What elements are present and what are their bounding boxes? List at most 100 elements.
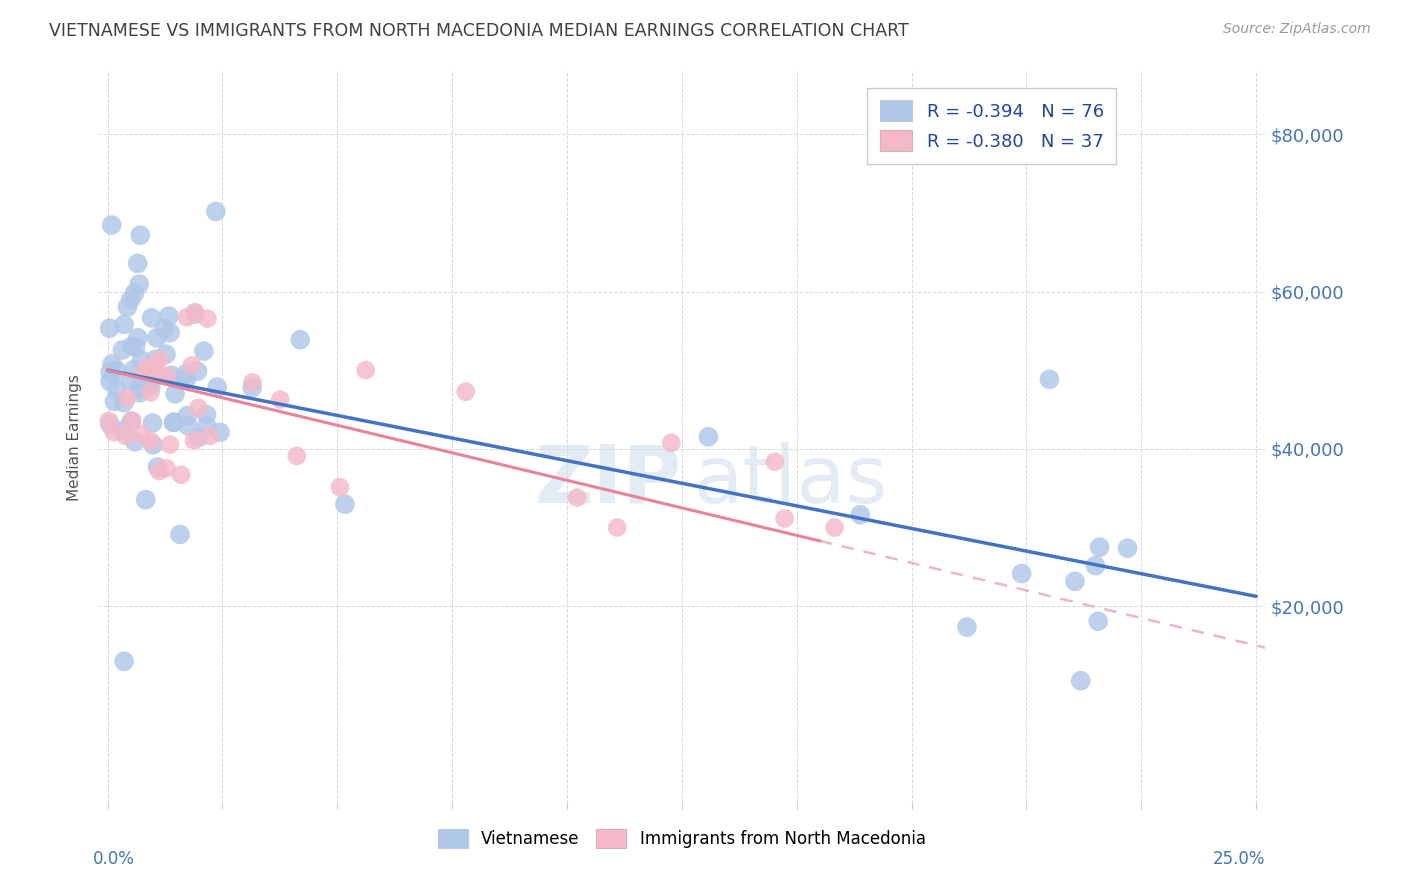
Point bbox=[128, 277, 150, 292]
Point bbox=[141, 310, 163, 325]
Point bbox=[165, 387, 187, 401]
Point bbox=[146, 367, 169, 381]
Point bbox=[242, 376, 264, 390]
Point bbox=[139, 434, 162, 448]
Point bbox=[1088, 540, 1111, 554]
Point bbox=[176, 310, 198, 325]
Point bbox=[824, 520, 846, 534]
Point bbox=[157, 309, 180, 323]
Point bbox=[773, 511, 796, 525]
Point bbox=[285, 449, 308, 463]
Point bbox=[240, 381, 263, 395]
Point bbox=[1011, 566, 1033, 581]
Point bbox=[142, 416, 165, 430]
Y-axis label: Median Earnings: Median Earnings bbox=[67, 374, 83, 500]
Point bbox=[184, 305, 207, 319]
Point bbox=[333, 497, 356, 511]
Point bbox=[122, 362, 145, 376]
Point bbox=[697, 430, 720, 444]
Text: Source: ZipAtlas.com: Source: ZipAtlas.com bbox=[1223, 22, 1371, 37]
Point bbox=[159, 326, 181, 340]
Point bbox=[98, 375, 121, 389]
Text: ZIP: ZIP bbox=[534, 442, 682, 520]
Point bbox=[198, 429, 221, 443]
Text: 25.0%: 25.0% bbox=[1213, 850, 1265, 868]
Point bbox=[269, 392, 291, 407]
Point bbox=[1087, 614, 1109, 628]
Point bbox=[177, 419, 200, 434]
Point bbox=[111, 343, 134, 357]
Point bbox=[1070, 673, 1092, 688]
Point bbox=[329, 480, 352, 494]
Point bbox=[354, 363, 377, 377]
Point bbox=[143, 360, 166, 375]
Point bbox=[112, 424, 135, 438]
Point bbox=[148, 464, 170, 478]
Point bbox=[149, 352, 172, 367]
Point bbox=[100, 218, 122, 232]
Point bbox=[146, 460, 169, 475]
Point bbox=[112, 654, 135, 668]
Point bbox=[128, 383, 150, 397]
Point bbox=[1116, 541, 1139, 556]
Legend: Vietnamese, Immigrants from North Macedonia: Vietnamese, Immigrants from North Macedo… bbox=[430, 821, 934, 856]
Point bbox=[205, 380, 228, 394]
Point bbox=[145, 352, 167, 367]
Point bbox=[124, 285, 146, 300]
Text: VIETNAMESE VS IMMIGRANTS FROM NORTH MACEDONIA MEDIAN EARNINGS CORRELATION CHART: VIETNAMESE VS IMMIGRANTS FROM NORTH MACE… bbox=[49, 22, 908, 40]
Point bbox=[121, 339, 143, 353]
Point bbox=[105, 364, 128, 378]
Point bbox=[209, 425, 232, 440]
Point bbox=[134, 365, 156, 379]
Point bbox=[153, 321, 176, 335]
Point bbox=[176, 409, 198, 423]
Point bbox=[606, 520, 628, 534]
Point bbox=[187, 401, 209, 415]
Point bbox=[155, 461, 177, 475]
Point bbox=[195, 419, 218, 434]
Point bbox=[139, 385, 162, 400]
Point bbox=[98, 365, 121, 379]
Point bbox=[170, 467, 193, 482]
Point bbox=[169, 527, 191, 541]
Point bbox=[129, 426, 152, 441]
Point bbox=[188, 430, 211, 444]
Point bbox=[186, 364, 208, 378]
Text: atlas: atlas bbox=[693, 442, 889, 520]
Point bbox=[112, 318, 135, 332]
Point bbox=[290, 333, 312, 347]
Point bbox=[159, 437, 181, 451]
Point bbox=[127, 331, 149, 345]
Point bbox=[121, 414, 143, 428]
Point bbox=[120, 414, 142, 428]
Point bbox=[1064, 574, 1087, 589]
Point bbox=[139, 379, 162, 393]
Point bbox=[176, 372, 198, 386]
Point bbox=[136, 360, 159, 375]
Point bbox=[98, 321, 121, 335]
Point bbox=[101, 357, 124, 371]
Point bbox=[193, 344, 215, 359]
Point bbox=[141, 367, 163, 381]
Point bbox=[145, 331, 167, 345]
Point bbox=[163, 415, 186, 429]
Point bbox=[142, 438, 165, 452]
Point bbox=[138, 372, 160, 386]
Point bbox=[183, 434, 205, 448]
Point bbox=[659, 435, 682, 450]
Point bbox=[184, 307, 207, 321]
Point bbox=[156, 369, 179, 384]
Point bbox=[197, 311, 219, 326]
Point bbox=[195, 408, 218, 422]
Point bbox=[114, 428, 136, 442]
Point bbox=[129, 385, 152, 400]
Point bbox=[98, 417, 121, 432]
Point bbox=[115, 391, 138, 405]
Point bbox=[174, 367, 197, 381]
Point bbox=[155, 347, 177, 361]
Point bbox=[103, 394, 125, 409]
Point bbox=[180, 359, 202, 373]
Point bbox=[129, 228, 152, 243]
Text: 0.0%: 0.0% bbox=[93, 850, 135, 868]
Point bbox=[162, 416, 184, 430]
